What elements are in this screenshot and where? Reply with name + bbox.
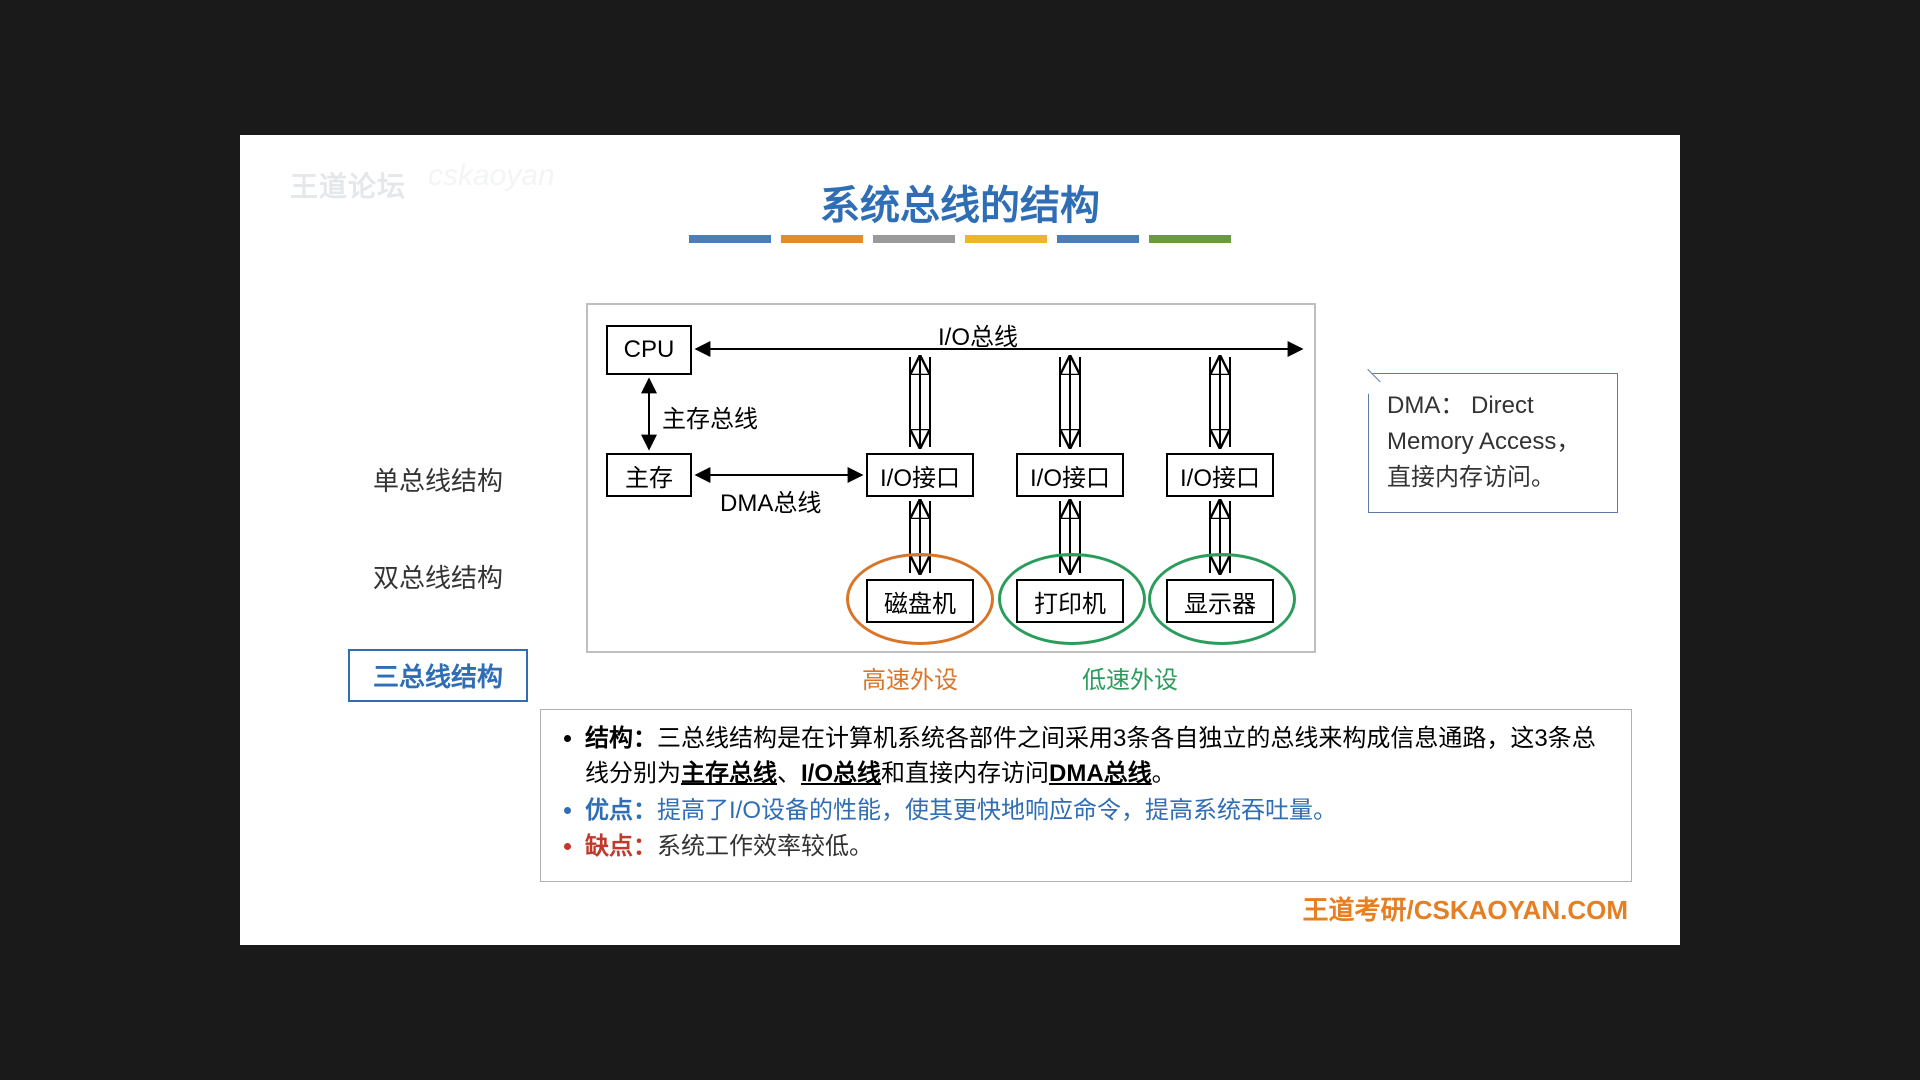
mem-bus-label: 主存总线 [662,399,758,434]
stripe [689,235,771,243]
node-mem: 主存 [606,453,692,497]
stripe [1149,235,1231,243]
dma-note-line2: Memory Access， [1387,424,1599,460]
device-ellipse-1 [998,553,1146,645]
dma-note-line3: 直接内存访问。 [1387,460,1599,496]
menu-item-2[interactable]: 三总线结构 [348,649,528,702]
cons-label: 缺点： [585,833,657,860]
desc-structure: 结构：三总线结构是在计算机系统各部件之间采用3条各自独立的总线来构成信息通路，这… [585,722,1611,792]
node-io3: I/O接口 [1166,453,1274,497]
io-bus-label: I/O总线 [938,317,1018,352]
slide: 王道论坛 cskaoyan 系统总线的结构 单总线结构双总线结构三总线结构 [240,135,1680,945]
dma-note-box: DMA： Direct Memory Access， 直接内存访问。 [1368,373,1618,513]
page-title: 系统总线的结构 [240,173,1680,231]
device-ellipse-0 [846,553,994,645]
structure-label: 结构： [585,725,657,752]
device-category-label-0: 高速外设 [862,660,958,695]
node-cpu: CPU [606,325,692,375]
bus-diagram: I/O总线 主存总线 DMA总线 CPU主存I/O接口I/O接口I/O接口磁盘机… [586,303,1316,653]
device-category-label-1: 低速外设 [1082,660,1178,695]
dma-bus-label: DMA总线 [720,483,821,518]
node-io1: I/O接口 [866,453,974,497]
device-ellipse-2 [1148,553,1296,645]
pros-label: 优点： [585,797,657,824]
node-io2: I/O接口 [1016,453,1124,497]
desc-pros: 优点：提高了I/O设备的性能，使其更快地响应命令，提高系统吞吐量。 [585,794,1611,829]
stripe [1057,235,1139,243]
stripe [781,235,863,243]
desc-cons: 缺点：系统工作效率较低。 [585,830,1611,865]
description-box: 结构：三总线结构是在计算机系统各部件之间采用3条各自独立的总线来构成信息通路，这… [540,709,1632,882]
stripe [965,235,1047,243]
menu-item-1[interactable]: 双总线结构 [348,552,528,601]
title-stripes [689,235,1231,243]
dma-note-line1: DMA： Direct [1387,388,1599,424]
menu-item-0[interactable]: 单总线结构 [348,455,528,504]
footer-brand: 王道考研/CSKAOYAN.COM [1302,890,1628,927]
sidebar-menu: 单总线结构双总线结构三总线结构 [348,455,528,750]
stripe [873,235,955,243]
